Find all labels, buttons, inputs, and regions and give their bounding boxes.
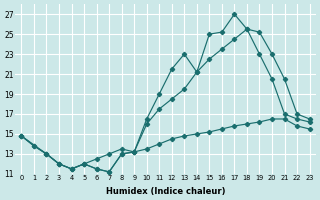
X-axis label: Humidex (Indice chaleur): Humidex (Indice chaleur) [106,187,225,196]
